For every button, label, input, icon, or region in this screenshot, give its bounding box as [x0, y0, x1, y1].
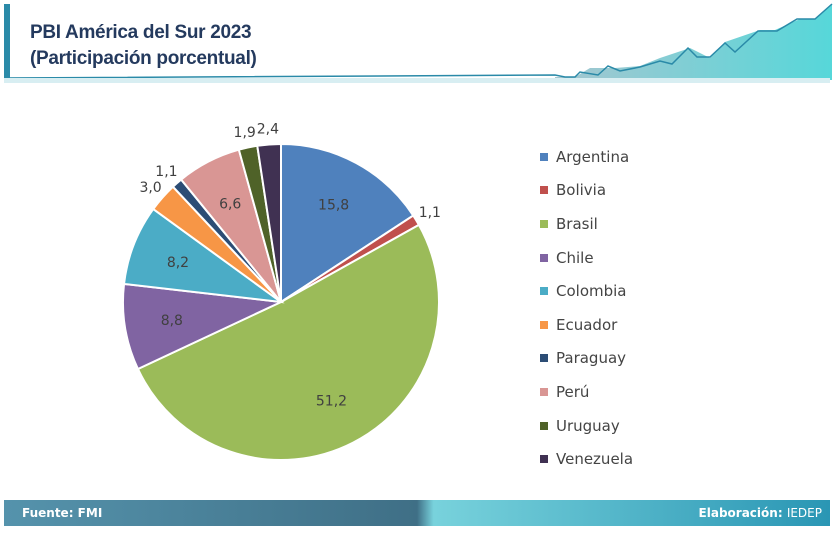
- data-label: 1,1: [419, 205, 441, 221]
- legend-item: Uruguay: [540, 409, 633, 443]
- legend-item: Brasil: [540, 207, 633, 241]
- legend-label: Bolivia: [556, 181, 607, 200]
- data-label: 15,8: [318, 198, 349, 214]
- legend-label: Chile: [556, 248, 594, 267]
- data-label: 51,2: [316, 393, 347, 409]
- pie-slice-chile: [122, 282, 285, 371]
- legend-label: Perú: [556, 382, 590, 401]
- legend-item: Ecuador: [540, 308, 633, 342]
- title-accent-bar: [4, 4, 10, 78]
- source-text: Fuente: FMI: [22, 506, 103, 520]
- legend-label: Venezuela: [556, 450, 634, 469]
- legend-item: Argentina: [540, 140, 633, 174]
- pie-slice-venezuela: [256, 142, 282, 303]
- legend-swatch: [540, 253, 548, 262]
- legend-item: Venezuela: [540, 442, 633, 476]
- legend-item: Perú: [540, 375, 633, 409]
- data-label: 8,2: [167, 255, 189, 271]
- legend: Argentina Bolivia Brasil Chile Colombia Ecuad…: [540, 140, 633, 476]
- pie-slice-brasil: [136, 223, 440, 461]
- data-label: 3,0: [139, 180, 161, 196]
- legend-swatch: [540, 421, 548, 430]
- data-label: 1,9: [234, 125, 256, 141]
- legend-label: Brasil: [556, 214, 598, 233]
- legend-label: Argentina: [556, 147, 630, 166]
- page-title: PBI América del Sur 2023 (Participación …: [30, 22, 257, 69]
- footer-bar: Fuente: FMI Elaboración: IEDEP: [4, 500, 830, 526]
- header-decoration: [3, 3, 833, 83]
- legend-item: Colombia: [540, 274, 633, 308]
- pie-slice-argentina: [280, 142, 415, 304]
- legend-swatch: [540, 186, 548, 195]
- legend-item: Paraguay: [540, 342, 633, 376]
- legend-swatch: [540, 455, 548, 464]
- legend-label: Ecuador: [556, 315, 618, 334]
- data-label: 2,4: [257, 121, 279, 137]
- data-label: 8,8: [161, 313, 183, 329]
- pie-chart: 15,8 1,151,28,88,23,01,16,61,9 2,4: [122, 121, 441, 461]
- legend-label: Colombia: [556, 282, 627, 301]
- legend-swatch: [540, 219, 548, 228]
- data-label: 1,1: [155, 164, 177, 180]
- data-label: 6,6: [219, 197, 241, 213]
- legend-swatch: [540, 354, 548, 363]
- legend-swatch: [540, 387, 548, 396]
- legend-item: Chile: [540, 241, 633, 275]
- legend-swatch: [540, 152, 548, 161]
- legend-swatch: [540, 320, 548, 329]
- legend-item: Bolivia: [540, 174, 633, 208]
- legend-label: Paraguay: [556, 349, 627, 368]
- legend-swatch: [540, 287, 548, 296]
- credit-text: Elaboración: IEDEP: [698, 506, 822, 520]
- legend-label: Uruguay: [556, 416, 620, 435]
